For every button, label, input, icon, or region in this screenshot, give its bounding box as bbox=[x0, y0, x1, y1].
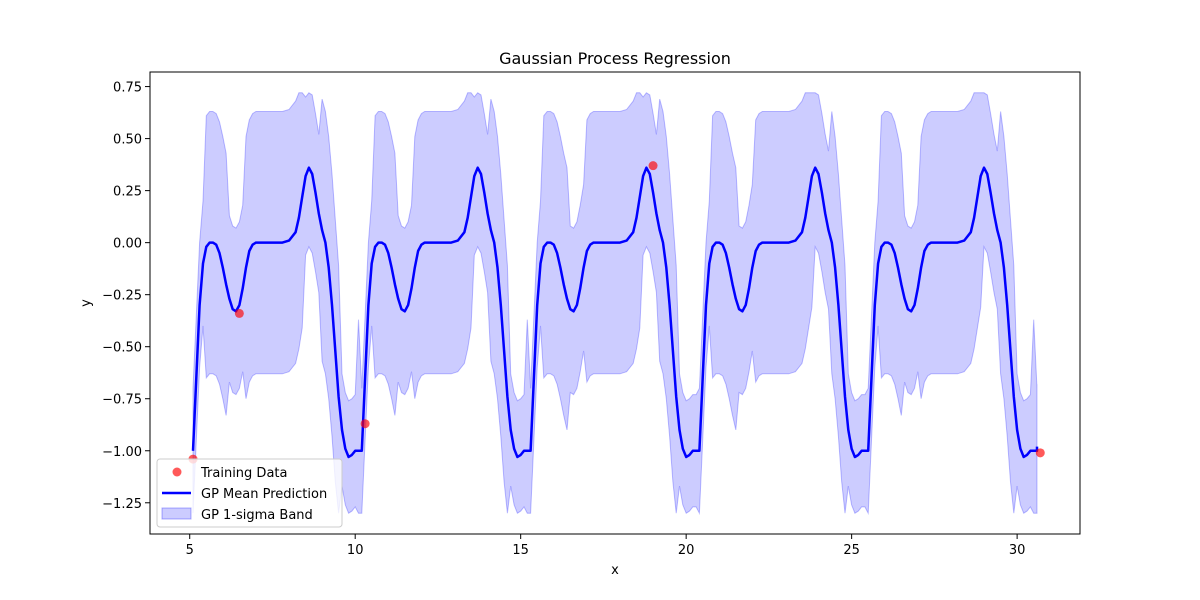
y-tick-label: −0.75 bbox=[102, 393, 142, 408]
training-points-layer bbox=[188, 161, 1045, 464]
y-tick-label: 0.75 bbox=[113, 81, 142, 96]
legend-label-band: GP 1-sigma Band bbox=[201, 508, 313, 523]
training-data-point bbox=[1035, 448, 1045, 458]
y-tick-label: −0.25 bbox=[102, 289, 142, 304]
legend-frame bbox=[156, 458, 343, 528]
plot-area bbox=[149, 71, 1081, 535]
legend-label-training-data: Training Data bbox=[200, 466, 287, 481]
x-tick-label: 10 bbox=[347, 543, 364, 558]
x-tick-label: 30 bbox=[1009, 543, 1026, 558]
y-axis-label: y bbox=[79, 299, 94, 307]
legend-marker-band bbox=[161, 507, 192, 520]
x-tick-label: 5 bbox=[186, 543, 194, 558]
y-tick-label: −0.50 bbox=[102, 341, 142, 356]
y-tick-label: 0.50 bbox=[113, 133, 142, 148]
training-data-point bbox=[360, 419, 370, 429]
gp-mean-prediction-line bbox=[191, 166, 1039, 459]
gp-1-sigma-band bbox=[192, 92, 1038, 516]
x-axis: 5 10 15 20 25 30 bbox=[186, 534, 1026, 558]
training-data-point bbox=[648, 161, 658, 171]
x-tick-label: 20 bbox=[678, 543, 695, 558]
legend-label-mean: GP Mean Prediction bbox=[201, 487, 327, 502]
x-axis-label: x bbox=[611, 563, 619, 578]
sigma-band-layer bbox=[192, 92, 1038, 516]
y-tick-label: 0.25 bbox=[113, 185, 142, 200]
training-data-point bbox=[234, 308, 244, 318]
y-tick-label: −1.00 bbox=[102, 445, 142, 460]
x-tick-label: 15 bbox=[512, 543, 529, 558]
y-axis: −1.25 −1.00 −0.75 −0.50 −0.25 0.00 0.25 0.50 0.7… bbox=[102, 81, 150, 512]
y-tick-label: −1.25 bbox=[102, 497, 142, 512]
chart-title: Gaussian Process Regression bbox=[499, 49, 731, 68]
legend-marker-training-data bbox=[172, 467, 182, 477]
axes-frame bbox=[149, 71, 1081, 535]
legend: Training Data GP Mean Prediction GP 1-si… bbox=[156, 458, 343, 528]
mean-line-layer bbox=[191, 166, 1039, 459]
x-tick-label: 25 bbox=[843, 543, 860, 558]
y-tick-label: 0.00 bbox=[113, 237, 142, 252]
